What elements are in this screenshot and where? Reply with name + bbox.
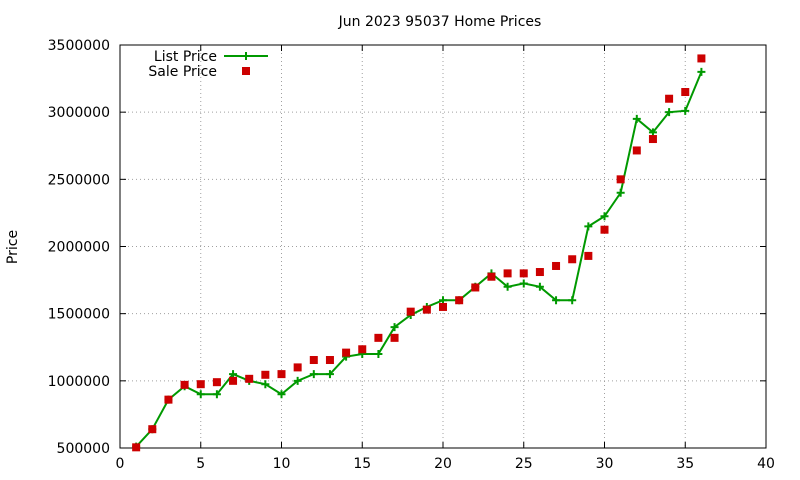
sale-price-point — [552, 261, 561, 270]
sale-price-point — [455, 296, 464, 305]
sale-price-point — [519, 269, 528, 278]
sale-price-point — [374, 333, 383, 342]
sale-price-point — [229, 376, 238, 385]
x-tick-label: 40 — [757, 456, 775, 472]
sale-price-point — [439, 302, 447, 311]
y-tick-label: 2000000 — [48, 240, 110, 256]
list-price-point — [277, 390, 286, 399]
x-tick-label: 0 — [116, 456, 125, 472]
sale-price-point — [616, 175, 625, 184]
y-axis-label: Price — [5, 230, 21, 264]
sale-price-point — [487, 272, 496, 281]
list-price-point — [648, 128, 657, 137]
ticks-layer: 0 5 10 15 20 25 30 35 40 500000 1000000 1500000 2000… — [48, 38, 775, 472]
sale-price-point — [535, 268, 544, 277]
sale-price-point — [132, 443, 141, 452]
series-layer — [132, 54, 706, 452]
list-price-point — [584, 222, 593, 231]
y-tick-label: 3000000 — [48, 105, 110, 121]
sale-price-point — [196, 380, 205, 389]
legend-marker-sale-price — [242, 67, 250, 75]
list-price-point — [552, 296, 561, 305]
list-price-point — [632, 114, 641, 123]
sale-price-point — [164, 395, 173, 404]
legend-marker-list-price — [242, 52, 250, 60]
sale-price-point — [632, 146, 641, 155]
list-price-point — [212, 390, 221, 399]
list-price-point — [309, 370, 318, 379]
list-price-point — [293, 376, 302, 385]
list-price-point — [568, 296, 577, 305]
sale-price-point — [503, 269, 512, 278]
list-price-point — [616, 188, 625, 197]
list-price-point — [535, 282, 544, 291]
list-price-point — [374, 349, 383, 358]
sale-price-point — [309, 356, 318, 365]
x-tick-label: 20 — [434, 456, 452, 472]
sale-price-point — [358, 345, 367, 354]
legend-label-sale-price: Sale Price — [148, 64, 217, 80]
legend: List Price Sale Price — [148, 49, 268, 80]
sale-price-point — [600, 225, 609, 234]
legend-label-list-price: List Price — [154, 49, 217, 65]
y-tick-label: 500000 — [57, 441, 110, 457]
x-tick-label: 5 — [196, 456, 205, 472]
list-price-line — [135, 71, 703, 448]
sale-price-point — [293, 363, 302, 372]
list-price-point — [325, 370, 334, 379]
sale-price-point — [342, 348, 351, 357]
sale-price-point — [697, 54, 706, 63]
list-price-point — [600, 212, 609, 221]
grid-layer — [120, 45, 766, 448]
list-price-point — [229, 370, 238, 379]
sale-price-point — [390, 333, 399, 342]
sale-price-point — [277, 370, 286, 379]
sale-price-point — [471, 283, 480, 292]
list-price-point — [196, 390, 205, 399]
sale-price-point — [665, 94, 674, 103]
sale-price-point — [325, 356, 334, 365]
sale-price-point — [681, 88, 690, 97]
x-tick-label: 30 — [596, 456, 614, 472]
list-price-point — [697, 67, 706, 76]
sale-price-point — [148, 425, 157, 434]
sale-price-point — [422, 305, 431, 314]
y-tick-label: 2500000 — [48, 172, 110, 188]
sale-price-point — [406, 307, 415, 316]
sale-price-point — [584, 251, 593, 260]
list-price-point — [681, 106, 690, 115]
chart-title: Jun 2023 95037 Home Prices — [338, 14, 542, 30]
list-price-point — [261, 380, 270, 389]
sale-price-point — [261, 370, 270, 379]
x-tick-label: 10 — [273, 456, 291, 472]
list-price-point — [439, 296, 447, 305]
sale-price-point — [568, 255, 577, 264]
x-tick-label: 25 — [515, 456, 533, 472]
sale-price-point — [648, 135, 657, 144]
list-price-point — [665, 108, 674, 117]
list-price-point — [390, 323, 399, 332]
sale-price-point — [212, 378, 221, 387]
y-tick-label: 1000000 — [48, 374, 110, 390]
y-tick-label: 1500000 — [48, 307, 110, 323]
sale-price-point — [180, 380, 189, 389]
x-tick-label: 15 — [353, 456, 371, 472]
y-tick-label: 3500000 — [48, 38, 110, 54]
list-price-point — [519, 279, 528, 288]
list-price-point — [503, 282, 512, 291]
sale-price-point — [245, 374, 254, 383]
x-tick-label: 35 — [676, 456, 694, 472]
